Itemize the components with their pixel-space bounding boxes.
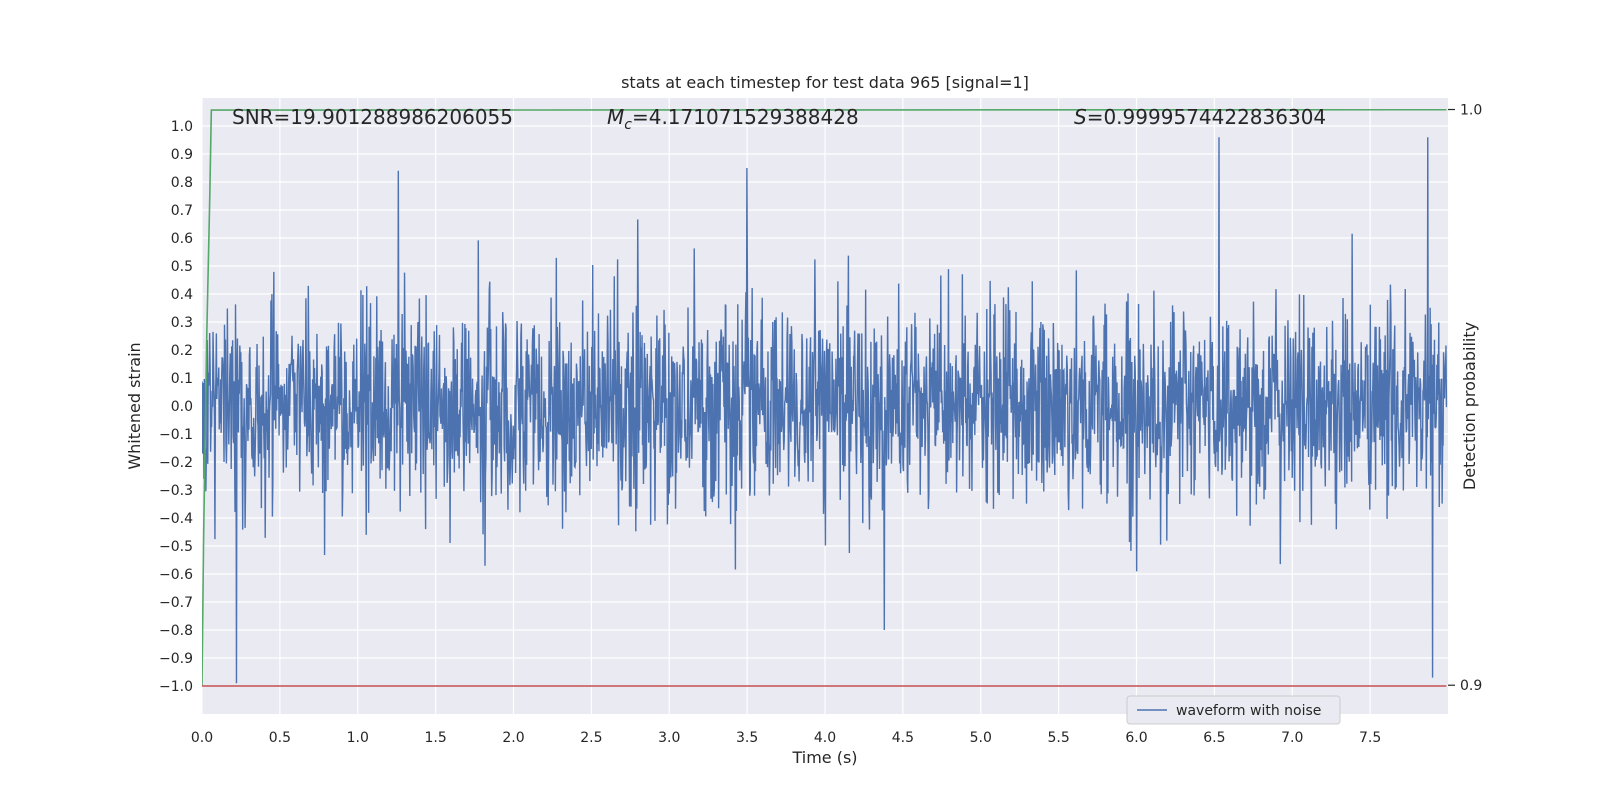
x-tick-label: 5.5 [1047,730,1069,746]
x-tick-label: 4.0 [814,730,836,746]
waveform-series-line [202,137,1448,684]
y2-tick-label: 1.0 [1460,103,1482,119]
y-tick-label: 0.0 [171,399,193,415]
x-tick-label: 5.0 [970,730,992,746]
y-tick-label: −0.6 [159,567,193,583]
legend: waveform with noise [1126,695,1341,725]
x-tick-label: 1.0 [347,730,369,746]
chart-title: stats at each timestep for test data 965… [621,73,1029,92]
y-tick-label: 0.8 [171,175,193,191]
snr-annotation: SNR=19.901288986206055 [232,105,513,129]
x-tick-label: 2.5 [580,730,602,746]
y-tick-label: −0.5 [159,539,193,555]
y-tick-label: −0.7 [159,595,193,611]
y-tick-label: 0.7 [171,203,193,219]
y-tick-label: 0.4 [171,287,193,303]
x-tick-label: 4.5 [892,730,914,746]
y2-tick-label: 0.9 [1460,678,1482,694]
chirp-mass-annotation: Mc=4.171071529388428 [607,105,859,133]
y-axis-label: Whitened strain [125,342,144,469]
x-tick-label: 2.0 [502,730,524,746]
y-tick-label: 0.9 [171,147,193,163]
y-axis-left: 1.0 0.9 0.8 0.7 0.6 0.5 0.4 0.3 0.2 0.1 0.0 −0.1 −0.… [159,119,193,695]
x-tick-label: 1.5 [424,730,446,746]
x-tick-label: 7.0 [1281,730,1303,746]
x-tick-label: 6.5 [1203,730,1225,746]
y-tick-label: −0.8 [159,623,193,639]
y-tick-label: −0.1 [159,427,193,443]
x-tick-label: 7.5 [1359,730,1381,746]
x-axis-label: Time (s) [791,748,857,767]
y-axis-right: 1.0 0.9 [1448,103,1482,694]
significance-annotation: S=0.9999574422836304 [1074,105,1326,129]
y2-axis-label: Detection probability [1460,322,1479,490]
y-tick-label: −1.0 [159,679,193,695]
x-axis: 0.0 0.5 1.0 1.5 2.0 2.5 3.0 3.5 4.0 4.5 5.0 5.5 6.0 6… [191,730,1381,746]
y-tick-label: −0.2 [159,455,193,471]
y-tick-label: 0.5 [171,259,193,275]
y-tick-label: 0.1 [171,371,193,387]
y-tick-label: 1.0 [171,119,193,135]
legend-label-waveform: waveform with noise [1176,703,1321,719]
x-tick-label: 3.0 [658,730,680,746]
x-tick-label: 0.0 [191,730,213,746]
plot-area [202,108,1448,687]
legend-box [1126,695,1341,725]
y-tick-label: 0.2 [171,343,193,359]
y-tick-label: −0.9 [159,651,193,667]
y-tick-label: −0.3 [159,483,193,499]
detection-probability-line [202,108,1447,686]
x-tick-label: 0.5 [269,730,291,746]
y-tick-label: −0.4 [159,511,193,527]
y-tick-label: 0.3 [171,315,193,331]
x-tick-label: 3.5 [736,730,758,746]
x-tick-label: 6.0 [1125,730,1147,746]
y-tick-label: 0.6 [171,231,193,247]
